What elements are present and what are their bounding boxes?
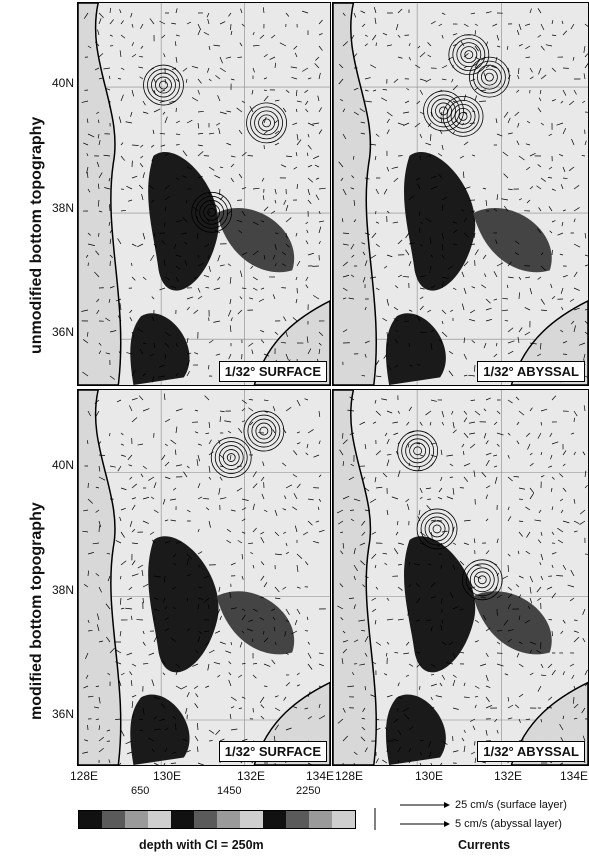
lon-tick-130e-left: 130E — [153, 769, 182, 783]
lon-tick-132e-left: 132E — [237, 769, 266, 783]
map-abyssal-modified — [333, 390, 588, 765]
depth-shade-6 — [217, 811, 240, 828]
lon-tick-134e-right: 134E — [560, 769, 589, 783]
lon-tick-128e-left: 128E — [70, 769, 99, 783]
depth-colorbar — [78, 810, 356, 829]
map-panel-surface-unmodified: 1/32° SURFACE — [77, 2, 331, 386]
lat-tick-40n-bottom: 40N — [51, 458, 74, 472]
lon-tick-130e-right: 130E — [415, 769, 444, 783]
depth-tick-1450: 1450 — [217, 785, 242, 797]
depth-shade-0 — [79, 811, 102, 828]
row-label-modified: modified bottom topography — [28, 502, 45, 720]
depth-shade-11 — [332, 811, 355, 828]
depth-shade-10 — [309, 811, 332, 828]
lon-tick-128e-right: 128E — [335, 769, 364, 783]
long-arrow-icon — [400, 802, 450, 808]
lon-tick-132e-right: 132E — [494, 769, 523, 783]
map-panel-surface-modified: 1/32° SURFACE — [77, 389, 331, 766]
lat-tick-38n-bottom: 38N — [51, 583, 74, 597]
depth-legend-caption: depth with CI = 250m — [139, 838, 264, 852]
map-surface-unmodified — [78, 3, 330, 385]
row-label-unmodified: unmodified bottom topography — [28, 116, 45, 354]
depth-shade-1 — [102, 811, 125, 828]
legend-divider — [374, 808, 376, 830]
lat-tick-36n-top: 36N — [51, 325, 74, 339]
depth-tick-650: 650 — [131, 785, 150, 797]
depth-shade-9 — [286, 811, 309, 828]
depth-shade-8 — [263, 811, 286, 828]
lat-tick-40n-top: 40N — [51, 76, 74, 90]
panel-label-abyssal-modified: 1/32° ABYSSAL — [477, 741, 585, 762]
current-legend-abyssal-label: 5 cm/s (abyssal layer) — [455, 818, 562, 830]
currents-legend-caption: Currents — [458, 838, 511, 852]
map-panel-abyssal-unmodified: 1/32° ABYSSAL — [332, 2, 589, 386]
lon-tick-134e-left: 134E — [306, 769, 335, 783]
depth-shade-2 — [125, 811, 148, 828]
panel-label-surface-modified: 1/32° SURFACE — [218, 741, 327, 762]
depth-shade-5 — [194, 811, 217, 828]
depth-shade-7 — [240, 811, 263, 828]
current-legend-surface-label: 25 cm/s (surface layer) — [455, 799, 567, 811]
map-abyssal-unmodified — [333, 3, 588, 385]
depth-shade-4 — [171, 811, 194, 828]
lat-tick-38n-top: 38N — [51, 201, 74, 215]
map-panel-abyssal-modified: 1/32° ABYSSAL — [332, 389, 589, 766]
panel-label-surface-unmodified: 1/32° SURFACE — [218, 361, 327, 382]
lat-tick-36n-bottom: 36N — [51, 707, 74, 721]
map-surface-modified — [78, 390, 330, 765]
depth-shade-3 — [148, 811, 171, 828]
current-legend-abyssal: 5 cm/s (abyssal layer) — [400, 818, 562, 830]
long-arrow-icon — [400, 821, 450, 827]
panel-label-abyssal-unmodified: 1/32° ABYSSAL — [477, 361, 585, 382]
current-legend-surface: 25 cm/s (surface layer) — [400, 799, 567, 811]
depth-tick-2250: 2250 — [296, 785, 321, 797]
